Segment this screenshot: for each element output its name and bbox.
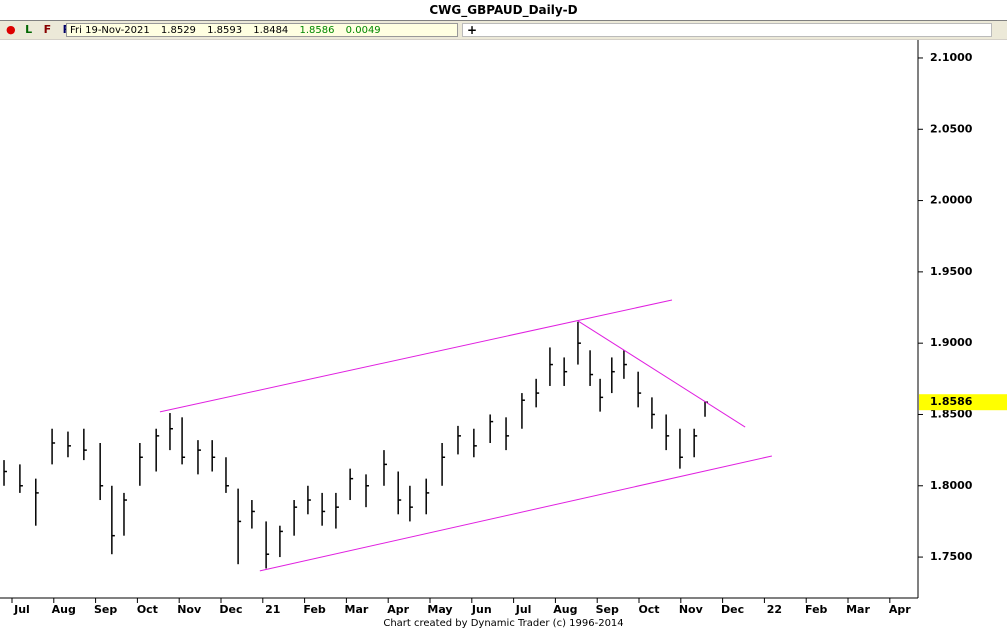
x-tick-label: Dec: [219, 603, 242, 616]
x-tick-label: Jun: [471, 603, 492, 616]
last-price-label: 1.8586: [930, 395, 973, 408]
x-tick-label: Feb: [303, 603, 326, 616]
y-tick-label: 2.1000: [930, 51, 973, 64]
y-tick-label: 1.9000: [930, 336, 973, 349]
x-tick-label: Aug: [52, 603, 76, 616]
y-tick-label: 1.7500: [930, 550, 973, 563]
price-axis: [918, 40, 1007, 598]
y-tick-label: 1.9500: [930, 265, 973, 278]
trend-line: [577, 320, 746, 428]
x-tick-label: Sep: [94, 603, 117, 616]
x-tick-label: Nov: [679, 603, 704, 616]
x-tick-label: Dec: [721, 603, 744, 616]
plot-area: [0, 40, 918, 598]
x-tick-label: Mar: [345, 603, 369, 616]
trend-line: [159, 299, 673, 413]
info-low: 1.8484: [253, 25, 289, 36]
info-close: 1.8586: [299, 25, 335, 36]
x-tick-label: Nov: [177, 603, 202, 616]
title-bar: CWG_GBPAUD_Daily-D: [0, 0, 1007, 21]
x-tick-label: Jul: [13, 603, 30, 616]
y-tick-label: 2.0000: [930, 194, 973, 207]
info-date: Fri 19-Nov-2021: [70, 25, 150, 36]
x-tick-label: Sep: [596, 603, 619, 616]
info-change: 0.0049: [345, 25, 381, 36]
y-tick-label: 1.8000: [930, 479, 973, 492]
footer: Chart created by Dynamic Trader (c) 1996…: [0, 618, 1007, 632]
x-tick-label: Jul: [515, 603, 532, 616]
x-tick-label: Oct: [638, 603, 659, 616]
x-tick-label: Feb: [805, 603, 828, 616]
toolbar: ● L F R Fri 19-Nov-2021 1.8529 1.8593 1.…: [0, 21, 1007, 39]
last-price-box: [919, 394, 1007, 411]
chart: 1.7500 1.8000 1.8500 1.9000 1.9500 2.0000 2.05…: [0, 40, 1007, 618]
x-tick-label: May: [427, 603, 452, 616]
y-tick-label: 2.0500: [930, 122, 973, 135]
x-tick-label: Apr: [889, 603, 911, 616]
toolbar-button[interactable]: F: [43, 23, 52, 36]
toolbar-button[interactable]: L: [25, 23, 33, 36]
time-axis: [0, 598, 1007, 618]
status-dot: ●: [6, 23, 16, 36]
x-tick-label: Apr: [387, 603, 409, 616]
x-tick-label: 21: [265, 603, 280, 616]
x-tick-label: 22: [767, 603, 782, 616]
info-open: 1.8529: [160, 25, 196, 36]
y-tick-label: 1.8500: [930, 407, 973, 420]
add-button[interactable]: +: [462, 23, 992, 37]
x-tick-label: Oct: [137, 603, 158, 616]
info-high: 1.8593: [207, 25, 243, 36]
info-bar: Fri 19-Nov-2021 1.8529 1.8593 1.8484 1.8…: [66, 23, 458, 37]
x-tick-label: Mar: [846, 603, 870, 616]
x-tick-label: Aug: [553, 603, 577, 616]
trend-line: [259, 455, 773, 572]
